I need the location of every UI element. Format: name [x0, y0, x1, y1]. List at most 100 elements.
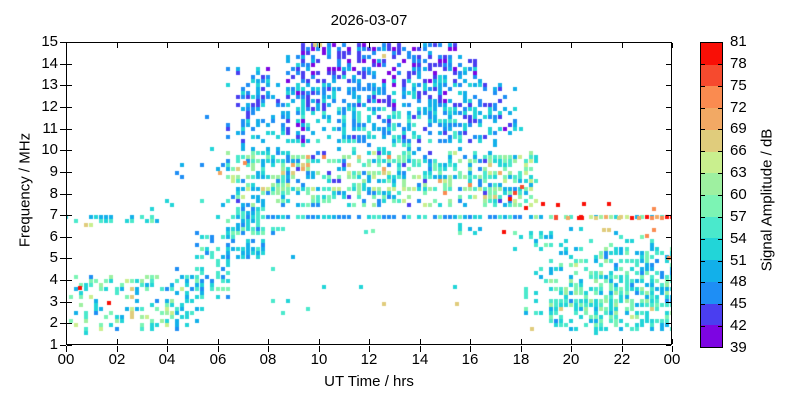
y-tick-label: 3: [49, 293, 58, 310]
x-tick: [622, 43, 623, 48]
colorbar-tick-label: 78: [730, 55, 747, 72]
y-tick-label: 1: [49, 336, 58, 353]
x-tick-label: 18: [512, 351, 530, 368]
x-tick: [571, 346, 572, 352]
x-tick: [268, 346, 269, 352]
colorbar-tick-label: 42: [730, 317, 747, 334]
scatter-canvas: [66, 42, 672, 345]
y-tick: [666, 302, 671, 303]
y-tick: [67, 215, 72, 216]
x-tick: [420, 339, 421, 344]
colorbar-tick: [718, 64, 722, 65]
colorbar-tick-label: 81: [730, 33, 747, 50]
y-tick-label: 4: [49, 271, 58, 288]
x-tick: [571, 43, 572, 48]
colorbar-tick-label: 45: [730, 295, 747, 312]
x-tick: [167, 346, 168, 352]
x-tick: [167, 339, 168, 344]
y-tick-label: 9: [49, 163, 58, 180]
x-tick: [66, 346, 67, 352]
y-tick: [67, 302, 72, 303]
x-tick: [672, 346, 673, 352]
x-tick: [117, 346, 118, 352]
colorbar: [700, 42, 723, 348]
y-tick: [60, 85, 66, 86]
y-tick-label: 7: [49, 206, 58, 223]
colorbar-tick-label: 39: [730, 339, 747, 356]
y-tick: [67, 194, 72, 195]
colorbar-segment: [701, 281, 722, 304]
y-tick: [666, 42, 671, 43]
x-tick-label: 04: [158, 351, 176, 368]
y-tick: [666, 280, 671, 281]
colorbar-segment: [701, 151, 722, 174]
x-tick-label: 02: [108, 351, 126, 368]
x-tick: [622, 346, 623, 352]
x-tick: [319, 346, 320, 352]
y-tick-label: 15: [41, 33, 58, 50]
colorbar-segment: [701, 216, 722, 239]
y-tick: [60, 64, 66, 65]
x-tick: [369, 43, 370, 48]
y-tick: [60, 42, 66, 43]
colorbar-tick: [701, 86, 705, 87]
y-tick: [60, 237, 66, 238]
y-tick: [60, 302, 66, 303]
y-tick: [666, 129, 671, 130]
y-tick: [67, 237, 72, 238]
x-tick-label: 00: [57, 351, 75, 368]
y-tick: [666, 85, 671, 86]
x-tick-label: 14: [411, 351, 429, 368]
y-tick: [60, 280, 66, 281]
x-tick: [319, 339, 320, 344]
y-tick-label: 12: [41, 98, 58, 115]
colorbar-tick: [701, 326, 705, 327]
y-tick-label: 5: [49, 249, 58, 266]
colorbar-segment: [701, 43, 722, 65]
y-tick: [666, 345, 671, 346]
y-tick-label: 13: [41, 76, 58, 93]
x-axis-label: UT Time / hrs: [324, 373, 414, 390]
colorbar-tick-label: 48: [730, 273, 747, 290]
colorbar-segment: [701, 108, 722, 130]
y-tick: [60, 172, 66, 173]
y-tick-label: 14: [41, 55, 58, 72]
y-tick: [666, 107, 671, 108]
x-tick: [66, 43, 67, 48]
x-tick-label: 12: [360, 351, 378, 368]
y-tick: [666, 323, 671, 324]
colorbar-segment: [701, 303, 722, 326]
y-tick: [67, 172, 72, 173]
colorbar-tick: [718, 195, 722, 196]
x-tick: [470, 339, 471, 344]
colorbar-tick: [701, 282, 705, 283]
x-tick: [117, 339, 118, 344]
x-tick: [268, 339, 269, 344]
x-tick: [672, 43, 673, 48]
x-tick: [521, 43, 522, 48]
y-tick: [666, 150, 671, 151]
colorbar-tick: [701, 304, 705, 305]
x-tick: [369, 346, 370, 352]
x-tick: [470, 43, 471, 48]
y-tick-label: 11: [42, 120, 58, 137]
colorbar-tick-label: 63: [730, 164, 747, 181]
colorbar-tick: [718, 151, 722, 152]
colorbar-tick-label: 75: [730, 77, 747, 94]
x-tick: [218, 346, 219, 352]
y-tick: [60, 129, 66, 130]
x-tick-label: 06: [209, 351, 227, 368]
y-tick: [67, 85, 72, 86]
colorbar-tick-label: 72: [730, 99, 747, 116]
x-tick: [369, 339, 370, 344]
colorbar-tick: [718, 217, 722, 218]
colorbar-tick-label: 57: [730, 208, 747, 225]
x-tick: [268, 43, 269, 48]
y-tick: [666, 64, 671, 65]
colorbar-segment: [701, 173, 722, 196]
x-tick: [117, 43, 118, 48]
x-tick: [167, 43, 168, 48]
colorbar-segment: [701, 325, 722, 348]
x-tick: [66, 339, 67, 344]
